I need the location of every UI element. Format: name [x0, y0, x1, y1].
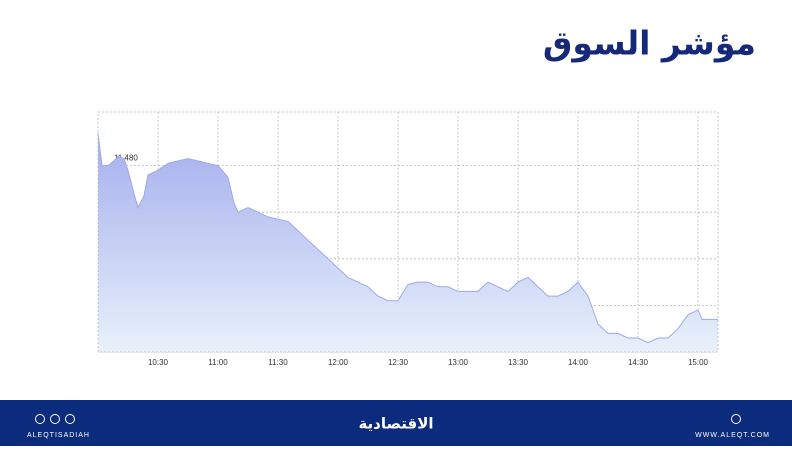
chart-title: مؤشر السوق [543, 24, 756, 64]
x-tick-label: 13:00 [448, 358, 469, 367]
x-tick-label: 11:00 [208, 358, 228, 367]
footer-band [0, 400, 792, 446]
x-tick-label: 14:30 [628, 358, 649, 367]
footer-handle: ALEQTISADIAH [27, 432, 90, 439]
area [98, 133, 718, 352]
x-tick-label: 12:30 [388, 358, 409, 367]
plot-border [97, 111, 719, 353]
x-tick-label: 10:30 [148, 358, 169, 367]
footer-website: WWW.ALEQT.COM [695, 432, 770, 439]
x-tick-label: 14:00 [568, 358, 589, 367]
y-tick-label: 11.480 [114, 154, 138, 163]
x-tick-label: 12:00 [328, 358, 349, 367]
x-tick-label: 11:30 [268, 358, 288, 367]
x-tick-label: 15:00 [688, 358, 709, 367]
x-tick-label: 13:30 [508, 358, 529, 367]
footer-logo: الاقتصادية [358, 415, 433, 433]
social-icons [35, 414, 741, 424]
line [97, 132, 718, 344]
plot-area: 11.40011.42011.44011.46011.48010:3011:00… [97, 112, 718, 367]
